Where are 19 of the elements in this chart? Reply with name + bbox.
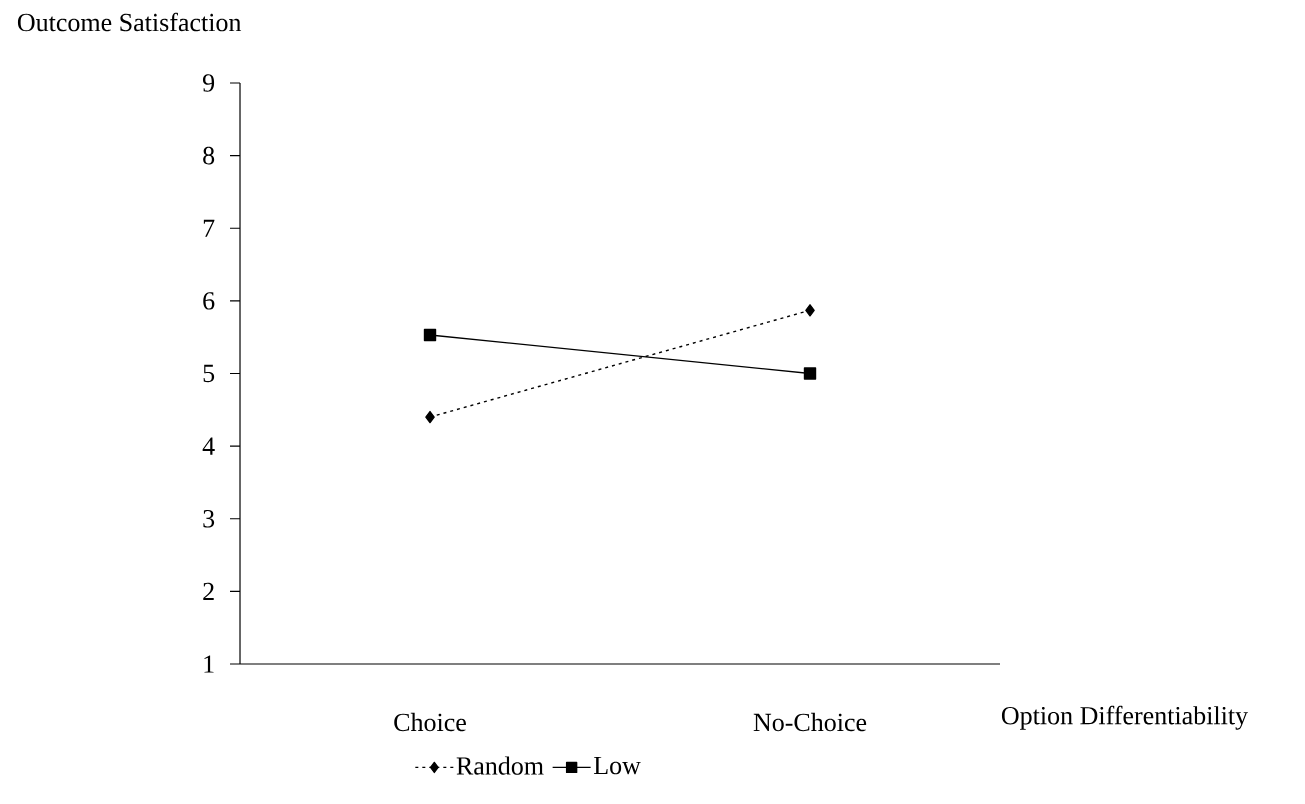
- point: [803, 367, 817, 380]
- x-axis-title: Option Differentiability: [1001, 705, 1249, 730]
- y-tick-label: 7: [203, 219, 215, 237]
- y-tick-label: 1: [204, 655, 214, 673]
- y-tick-label: 6: [203, 292, 215, 310]
- y-tick-label: 3: [203, 510, 215, 528]
- x-tick-label: Choice: [394, 712, 466, 732]
- y-tick-label: 2: [203, 582, 214, 600]
- y-axis-title: Outcome Satisfaction: [17, 12, 242, 32]
- legend-label: Random: [456, 756, 544, 775]
- y-tick-label: 5: [203, 364, 215, 383]
- point: [805, 304, 815, 317]
- x-tick-label: No-Choice: [753, 712, 867, 732]
- y-tick-label: 4: [202, 437, 215, 455]
- y-tick-label: 8: [203, 146, 215, 165]
- point: [423, 328, 437, 342]
- y-tick-label: 9: [202, 74, 215, 92]
- legend-label: Low: [593, 756, 641, 775]
- point: [425, 410, 435, 424]
